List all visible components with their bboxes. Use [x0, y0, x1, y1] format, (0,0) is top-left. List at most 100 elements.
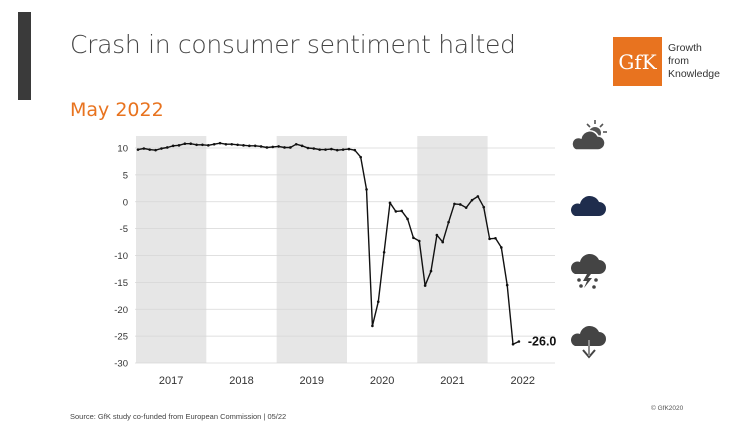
shaded-year-band — [136, 136, 207, 363]
y-tick-label: -25 — [114, 332, 128, 343]
data-point — [230, 142, 234, 146]
data-point — [335, 148, 339, 152]
data-point — [294, 142, 298, 146]
data-point — [341, 148, 345, 151]
data-point — [160, 147, 163, 150]
dark-cloud-icon — [571, 195, 606, 216]
data-point — [277, 145, 280, 148]
data-point — [142, 147, 146, 150]
data-point — [488, 237, 491, 241]
shaded-year-band — [417, 136, 488, 363]
data-point — [517, 340, 521, 343]
data-point — [183, 142, 187, 145]
tagline-line: from — [668, 55, 689, 67]
data-point — [201, 143, 204, 147]
data-point — [394, 210, 398, 213]
data-point — [195, 143, 198, 147]
storm-cloud-icon — [571, 253, 606, 289]
data-point — [494, 237, 497, 240]
x-year-label: 2018 — [229, 375, 253, 387]
data-point — [412, 236, 415, 240]
data-point — [271, 145, 275, 149]
data-point — [388, 201, 392, 205]
data-point — [289, 146, 292, 149]
data-point — [376, 300, 380, 304]
data-point — [242, 144, 245, 147]
cloud-arrow-down-icon — [571, 325, 606, 359]
data-point — [382, 250, 386, 254]
data-point — [207, 144, 210, 147]
x-year-label: 2020 — [370, 375, 394, 387]
data-point — [306, 146, 310, 150]
data-point — [166, 146, 169, 149]
y-tick-label: -30 — [114, 359, 128, 370]
data-point — [312, 147, 316, 150]
data-point — [500, 246, 503, 249]
data-point — [470, 198, 474, 202]
tagline-line: Knowledge — [668, 68, 720, 80]
source-note: Source: GfK study co-funded from Europea… — [70, 412, 287, 421]
data-point — [300, 144, 304, 148]
y-tick-label: 10 — [117, 144, 128, 155]
data-point — [406, 217, 409, 221]
data-point — [505, 283, 509, 287]
data-point — [212, 142, 216, 146]
data-point — [171, 144, 175, 148]
data-point — [265, 146, 269, 149]
data-point — [347, 147, 351, 151]
data-point — [148, 148, 152, 151]
data-point — [353, 148, 357, 152]
y-tick-label: -5 — [120, 224, 128, 235]
y-tick-label: 0 — [123, 197, 128, 208]
logo-text: GfK — [618, 49, 657, 74]
data-point — [236, 143, 239, 147]
accent-side-bar — [18, 12, 31, 100]
data-point — [447, 220, 450, 224]
data-point — [154, 148, 157, 152]
y-tick-label: -10 — [114, 251, 128, 262]
data-point — [371, 324, 374, 328]
data-point — [359, 155, 362, 159]
data-point — [253, 144, 257, 148]
x-year-label: 2019 — [300, 375, 324, 387]
data-point — [453, 202, 456, 206]
page-subtitle: May 2022 — [70, 99, 164, 121]
data-point — [330, 147, 333, 151]
data-point — [482, 205, 486, 209]
page-title: Crash in consumer sentiment halted — [70, 30, 516, 59]
data-point — [218, 141, 222, 145]
x-year-label: 2021 — [440, 375, 464, 387]
data-point — [441, 240, 445, 244]
data-point — [224, 142, 228, 146]
data-point — [511, 342, 515, 346]
data-point — [400, 209, 404, 213]
data-point — [177, 144, 181, 147]
data-point — [248, 144, 251, 148]
data-point — [429, 269, 433, 273]
y-tick-label: -20 — [114, 305, 128, 316]
tagline-line: Growth — [668, 42, 702, 54]
data-point — [417, 239, 421, 243]
data-point — [136, 148, 140, 151]
sun-cloud-icon — [571, 120, 607, 151]
brand-tagline: Growth from Knowledge — [668, 42, 720, 81]
copyright-note: © GfK2020 — [651, 405, 684, 412]
data-point — [324, 148, 327, 151]
data-point — [283, 146, 286, 149]
last-value-label: -26.0 — [528, 335, 557, 349]
x-year-label: 2022 — [511, 375, 535, 387]
shaded-year-band — [276, 136, 347, 363]
data-point — [189, 142, 193, 145]
data-point — [459, 203, 462, 206]
y-tick-label: 5 — [123, 170, 128, 181]
data-point — [423, 284, 427, 287]
data-point — [365, 188, 368, 191]
data-point — [318, 148, 321, 151]
data-point — [464, 206, 468, 209]
data-point — [435, 233, 439, 237]
data-point — [259, 145, 263, 148]
gfk-logo: GfK — [613, 37, 662, 86]
y-tick-label: -15 — [114, 278, 128, 289]
x-year-label: 2017 — [159, 375, 183, 387]
